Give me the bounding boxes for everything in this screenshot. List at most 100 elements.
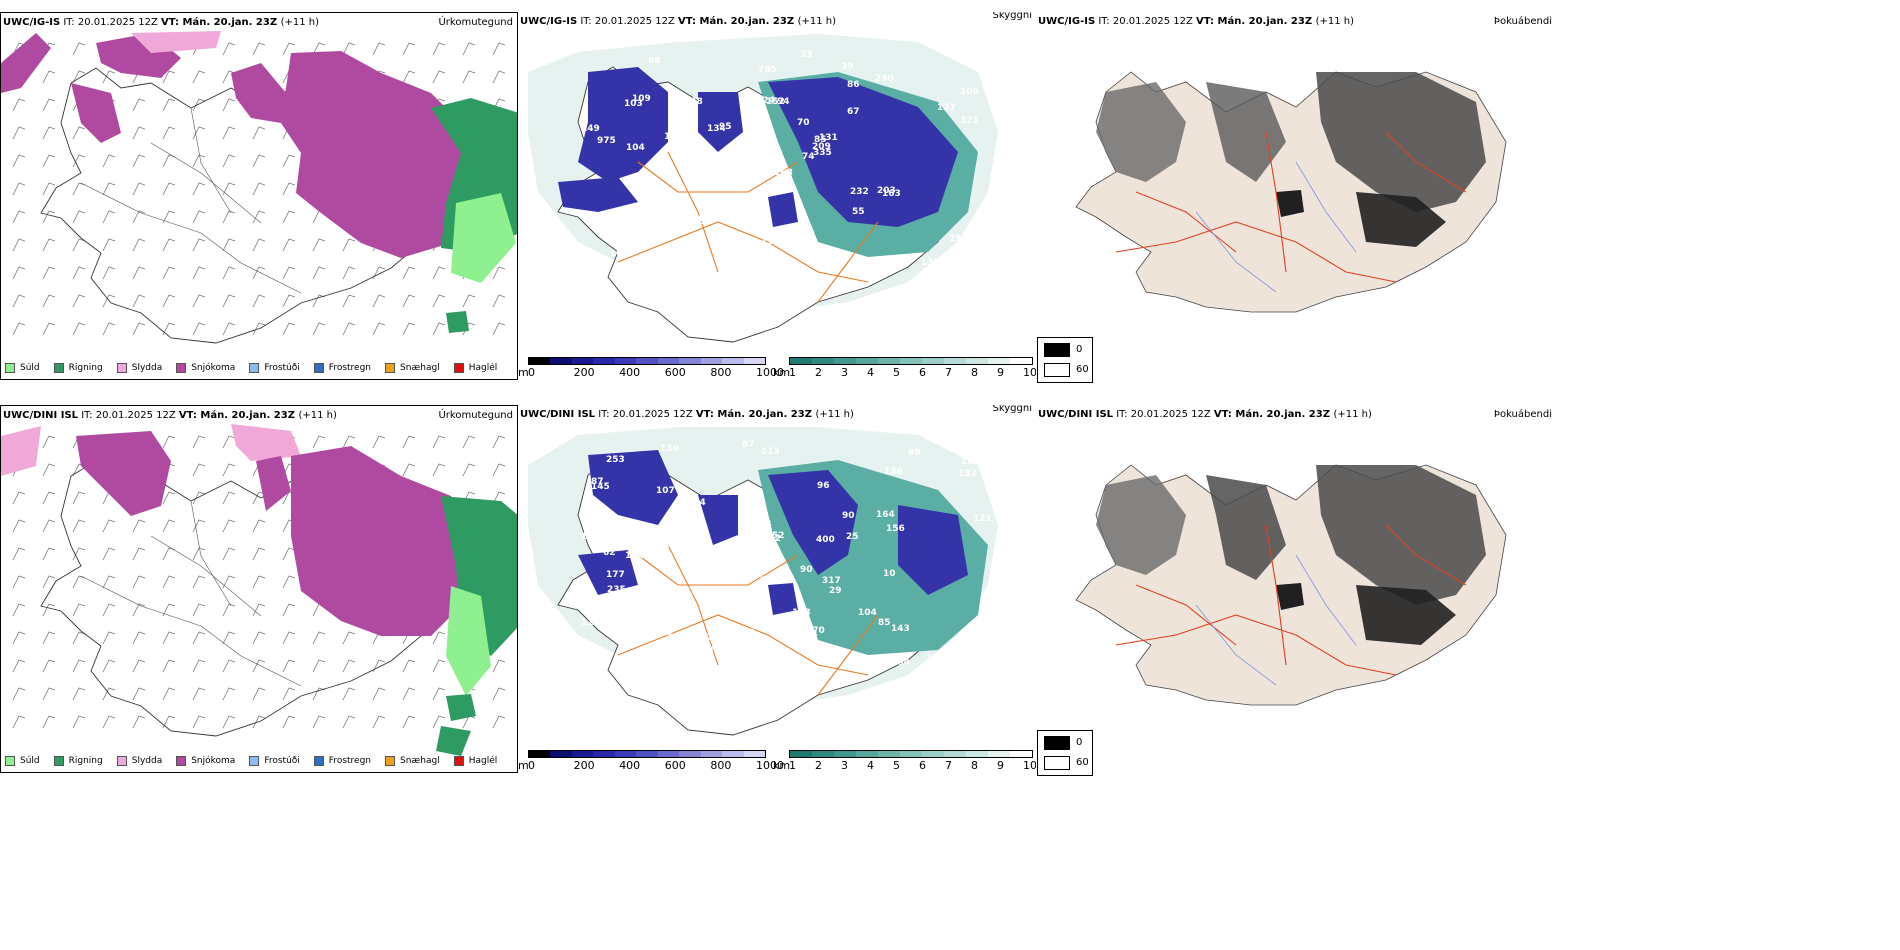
sleet-area [131, 31, 221, 53]
colorbar-tick: 10 [1023, 366, 1036, 379]
rain-area [436, 726, 471, 756]
fog-label: Þokuábendi [1493, 409, 1552, 420]
cloud-base-value: 106 [610, 249, 629, 259]
fog-map [1075, 71, 1507, 313]
cloud-base-area [578, 67, 668, 182]
cloud-base-area [698, 495, 738, 545]
roads [80, 500, 302, 687]
cloud-base-value: 168 [692, 217, 711, 227]
colorbar-tick: 0 [528, 759, 535, 772]
precip-legend: Súld Rigning Slydda Snjókoma Frostúði Frostre… [5, 756, 497, 766]
cloud-base-value: 224 [687, 498, 706, 508]
legend-swatch [313, 756, 324, 766]
legend-label: Snæhagl [400, 363, 440, 373]
fog-area [1356, 192, 1446, 247]
roads [617, 544, 879, 696]
cloud-base-value: 232 [850, 187, 869, 197]
fog-label: Þokuábendi [1493, 16, 1552, 27]
cloud-base-value: 177 [606, 570, 625, 580]
colorbar-tick: 7 [945, 366, 952, 379]
cloud-base-value: 231 [758, 142, 777, 152]
colorbar-tick: 1 [789, 366, 796, 379]
cloud-base-value: 785 [758, 65, 777, 75]
cloud-base-value: 87 [591, 477, 604, 487]
snow-area [71, 83, 121, 143]
cloud-base-value: 70 [797, 118, 810, 128]
cloud-base-value: 29 [829, 586, 842, 596]
cloud-base-value: 297 [949, 234, 968, 244]
colorbar-tick: 200 [573, 759, 595, 772]
snow-area [291, 446, 471, 636]
precip-legend-item: Snjókoma [176, 756, 235, 766]
precip-panel-row2: UWC/DINI ISL IT: 20.01.2025 12Z VT: Mán.… [0, 405, 518, 773]
legend-label: Snjókoma [191, 756, 236, 766]
colorbar-tick: 0 [528, 366, 535, 379]
cloud-base-value: 148 [684, 97, 703, 107]
cloud-base-value: 113 [761, 447, 780, 457]
cloud-base-value: 89 [908, 448, 921, 458]
legend-swatch [116, 363, 127, 373]
cloud-base-value: 67 [847, 107, 860, 117]
rain-area [446, 694, 476, 721]
cloud-base-value: 290 [875, 74, 894, 84]
fog-area [1096, 475, 1186, 575]
fog-panel-row1: UWC/IG-IS IT: 20.01.2025 12Z VT: Mán. 20… [1036, 12, 1556, 342]
cloud-base-value: 321 [960, 116, 979, 126]
cloud-label: Skyggni [992, 12, 1032, 21]
legend-label: Rigning [68, 363, 103, 373]
precip-legend: Súld Rigning Slydda Snjókoma Frostúði Frostre… [5, 363, 497, 373]
roads [80, 107, 302, 294]
precip-legend-item: Súld [5, 363, 40, 373]
cloud-base-value: 172 [762, 534, 781, 544]
fog-roads [1115, 131, 1467, 283]
cloud-base-value: 168 [774, 168, 793, 178]
cloud-base-area [768, 583, 798, 615]
legend-swatch [53, 756, 64, 766]
legend-swatch [53, 363, 64, 373]
precip-legend-item: Frostúði [249, 363, 300, 373]
cloud-base-value: 134 [625, 551, 644, 561]
panel-header: UWC/DINI ISL IT: 20.01.2025 12Z VT: Mán.… [520, 409, 854, 420]
colorbar-tick: 600 [664, 759, 686, 772]
cloud-base-value: 219 [679, 587, 698, 597]
cloud-base-value: 237 [754, 229, 773, 239]
cloud-base-value: 209 [812, 142, 831, 152]
cloud-base-value: 25 [846, 532, 859, 542]
colorbar-tick: 800 [710, 759, 732, 772]
cloud-base-colorbar: m 0 200 400 600 800 1000 [518, 750, 784, 772]
precip-map [1, 31, 517, 344]
cloud-base-value: 143 [891, 624, 910, 634]
precip-legend-item: Snjókoma [176, 363, 235, 373]
legend-label: Súld [20, 756, 40, 766]
fog-area [1316, 72, 1486, 212]
cloud-panel-row1: UWC/IG-IS IT: 20.01.2025 12Z VT: Mán. 20… [518, 12, 1036, 380]
colorbar-tick: 5 [893, 366, 900, 379]
fog-area [1356, 585, 1456, 645]
fog-map [1075, 464, 1507, 706]
cloud-base-value: 164 [876, 510, 895, 520]
cloud-base-value: 768 [658, 540, 677, 550]
sleet-area [1, 426, 41, 476]
cloud-base-value: 103 [792, 608, 811, 618]
legend-swatch [313, 363, 324, 373]
cloud-base-value: 121 [973, 514, 992, 524]
legend-label: Haglél [468, 363, 498, 373]
colorbar-tick: 600 [664, 366, 686, 379]
legend-label: Haglél [468, 756, 498, 766]
cloud-base-value: 431 [637, 646, 656, 656]
cloud-base-value: 182 [753, 154, 772, 164]
colorbar-tick: 1 [789, 759, 796, 772]
cloud-base-value: 145 [591, 482, 610, 492]
colorbar-tick: 2 [815, 366, 822, 379]
legend-swatch [5, 363, 15, 373]
legend-swatch [5, 756, 15, 766]
precip-legend-item: Snæhagl [385, 363, 440, 373]
cloud-base-value: 170 [806, 626, 825, 636]
cloud-base-value: 209 [706, 633, 725, 643]
cloud-base-value: 68 [648, 56, 661, 66]
fog-area [1206, 475, 1286, 580]
legend-label: Snæhagl [400, 756, 440, 766]
cloud-base-value: 120 [736, 628, 755, 638]
snow-area [281, 51, 471, 258]
snow-area [76, 431, 171, 516]
